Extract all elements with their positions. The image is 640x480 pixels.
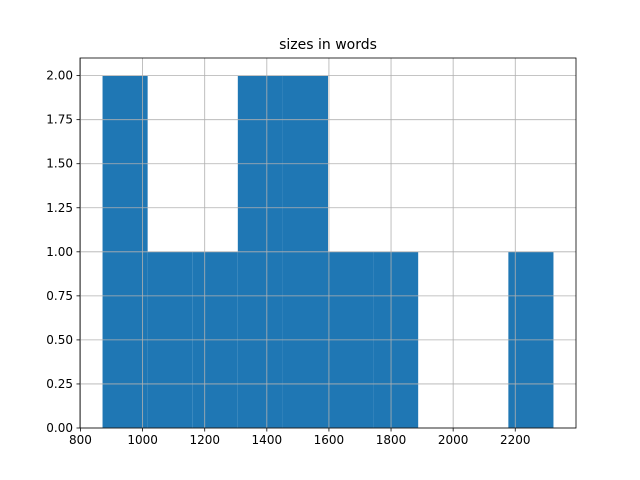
- x-tick-label: 1200: [189, 433, 220, 447]
- y-tick-label: 0.25: [46, 377, 73, 391]
- y-tick-label: 1.50: [46, 157, 73, 171]
- x-tick-label: 2000: [438, 433, 469, 447]
- y-tick-label: 0.00: [46, 421, 73, 435]
- y-tick-label: 0.50: [46, 333, 73, 347]
- y-tick-label: 2.00: [46, 69, 73, 83]
- x-tick-label: 1600: [314, 433, 345, 447]
- y-tick-label: 1.00: [46, 245, 73, 259]
- x-tick-label: 1000: [127, 433, 158, 447]
- y-tick-label: 1.25: [46, 201, 73, 215]
- chart-title: sizes in words: [279, 37, 377, 53]
- x-tick-label: 2200: [500, 433, 531, 447]
- x-tick-label: 1800: [376, 433, 407, 447]
- plot-frame: [79, 57, 577, 429]
- y-tick-label: 0.75: [46, 289, 73, 303]
- x-tick-label: 1400: [252, 433, 283, 447]
- y-tick-label: 1.75: [46, 113, 73, 127]
- x-tick-label: 800: [69, 433, 92, 447]
